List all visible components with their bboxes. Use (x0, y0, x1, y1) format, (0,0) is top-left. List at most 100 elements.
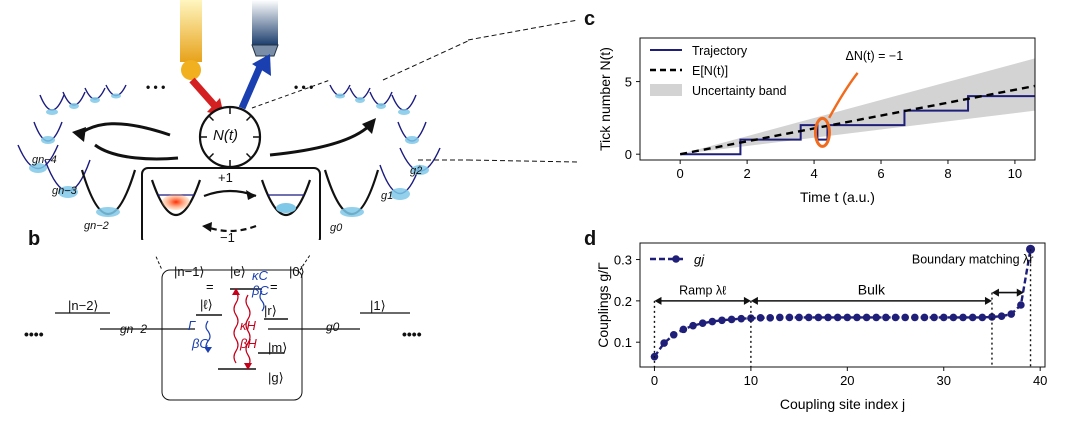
dots-right: • • • (294, 80, 314, 94)
y-tick-label-d: 0.3 (614, 253, 632, 268)
x-axis-label-d: Coupling site index j (780, 396, 905, 412)
coupling-point (901, 313, 909, 322)
panel-b-schematic: = = (55, 255, 410, 401)
coupling-point (660, 339, 668, 347)
chart-d: Ramp λℓ Bulk Boundary matching λr 0 10 20 30 40… (595, 242, 1047, 412)
bulk-arrow-head-left (750, 296, 758, 305)
coupling-line (653, 248, 1032, 358)
gamma-label: Γ (188, 318, 196, 333)
legend-swatch-band (650, 84, 682, 96)
legend-label-expectation: E[N(t)] (692, 64, 728, 78)
coupling-point (804, 313, 813, 322)
coupling-g2: g2 (410, 165, 423, 177)
coupling-point (785, 313, 794, 322)
hot-beam (180, 0, 202, 62)
hot-source-icon (181, 60, 201, 80)
x-tick-label-d: 40 (1033, 373, 1047, 388)
y-tick-label-d: 0.1 (614, 335, 632, 350)
legend-label-gj: gj (694, 252, 705, 267)
coupling-point (843, 313, 852, 322)
region-label-boundary: Boundary matching λr (912, 253, 1034, 267)
coupling-point (968, 313, 977, 322)
chart-c: 0 2 4 6 8 10 0 5 Time t (a.u.) Tick number N(t) Tr… (597, 37, 1036, 205)
plot-frame-d (639, 242, 1046, 368)
coupling-point (920, 313, 929, 322)
coupling-point (747, 314, 755, 323)
coupling-point (939, 313, 948, 322)
coupling-point (766, 314, 774, 322)
ramp-arrow-head-left (654, 296, 662, 305)
coupling-point (1007, 310, 1016, 318)
coupling-point (911, 313, 919, 322)
state-r: |r⟩ (264, 303, 277, 318)
coupling-point (824, 313, 832, 322)
trajectory-line (680, 95, 1035, 156)
dots-right-b: •••• (402, 326, 422, 342)
x-tick-label-c: 4 (810, 166, 817, 181)
kappa-c-label: κC (252, 268, 268, 283)
bulk-arrow-head-right (984, 296, 992, 305)
coupling-point (833, 313, 842, 322)
coupling-left: gn−2 (120, 322, 148, 336)
x-tick-label-c: 10 (1008, 166, 1022, 181)
boundary-arrow-head-right (1016, 288, 1024, 297)
coupling-point (988, 313, 996, 321)
coupling-point (949, 313, 958, 322)
legend-label-trajectory: Trajectory (692, 44, 748, 58)
coupling-point (814, 313, 823, 322)
clock-icon (198, 105, 262, 169)
x-tick-label-d: 30 (937, 373, 951, 388)
coupling-point (862, 313, 871, 322)
svg-text:=: = (206, 279, 214, 294)
x-tick-label-c: 6 (877, 166, 884, 181)
coupling-g1: g1 (381, 190, 394, 202)
coupling-point (679, 325, 688, 334)
hot-atom (162, 194, 190, 210)
coupling-point (776, 313, 784, 322)
state-ell: |ℓ⟩ (200, 297, 213, 312)
state-n-minus-2: |n−2⟩ (68, 298, 99, 313)
y-tick-label-c: 0 (625, 147, 632, 162)
legend-label-band: Uncertainty band (692, 84, 787, 98)
kappa-h-label: κH (240, 318, 256, 333)
dots-left-b: •••• (24, 326, 44, 342)
x-tick-label-d: 10 (744, 373, 758, 388)
x-tick-label-c: 8 (944, 166, 951, 181)
dots-left: • • • (146, 80, 166, 94)
legend-marker-gj (672, 255, 680, 263)
annotation-pointer (828, 72, 859, 119)
beta-c-top-label: βC (252, 283, 269, 298)
zoom-lines (468, 20, 579, 163)
x-tick-label-c: 0 (677, 166, 684, 181)
panel-letter-b: b (28, 228, 41, 250)
coupling-point (718, 316, 726, 325)
beta-c-bottom-label: βC (192, 336, 209, 351)
coupling-g0: g0 (330, 222, 343, 234)
coupling-point (727, 315, 736, 324)
coupling-point (872, 313, 881, 322)
annotation-ellipse (813, 116, 831, 148)
coupling-right: g0 (326, 320, 340, 334)
state-m: |m⟩ (268, 340, 288, 355)
plot-frame-c (639, 37, 1036, 161)
state-e: |e⟩ (230, 264, 246, 279)
plus-one-label: +1 (218, 170, 233, 185)
x-tick-label-d: 20 (840, 373, 854, 388)
region-label-bulk: Bulk (858, 282, 886, 298)
cold-source-icon (251, 44, 279, 57)
state-1: |1⟩ (370, 298, 386, 313)
coupling-point (978, 313, 987, 322)
coupling-point (891, 313, 900, 322)
y-tick-label-c: 5 (625, 75, 632, 90)
y-axis-label-d: Couplings g/Γ (595, 262, 611, 348)
coupling-point (997, 312, 1006, 320)
coupling-point (1026, 244, 1036, 254)
x-axis-label-c: Time t (a.u.) (800, 189, 875, 205)
region-label-ramp: Ramp λℓ (679, 284, 726, 298)
coupling-point (795, 313, 803, 322)
coupling-point (737, 314, 746, 323)
svg-text:=: = (270, 279, 278, 294)
clock-label: N(t) (213, 127, 238, 144)
central-box (141, 167, 321, 240)
coupling-point (882, 313, 890, 322)
